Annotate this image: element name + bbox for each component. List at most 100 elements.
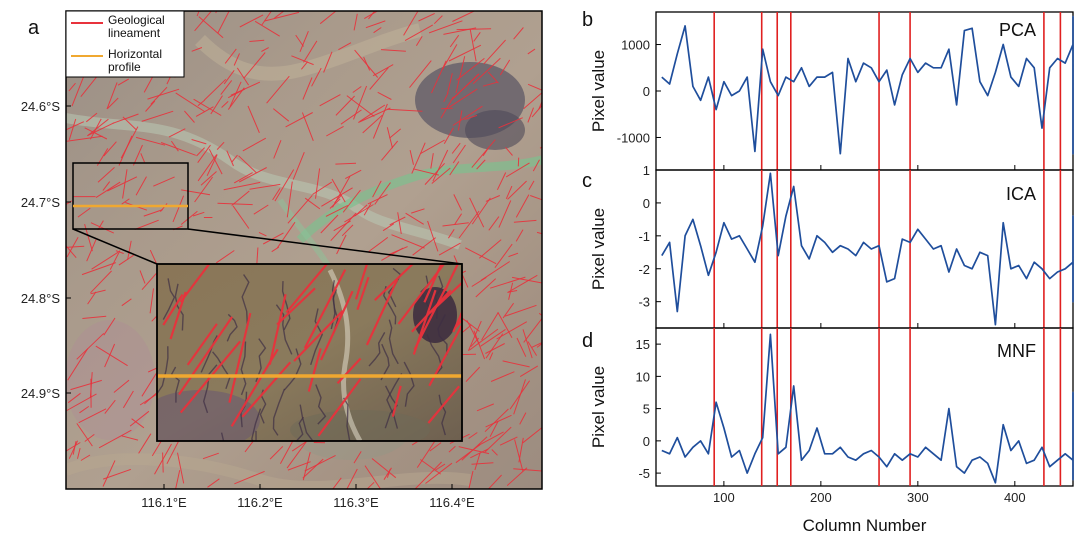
- chart-mnf: -5 0 5 10 15 100 200 300 400 Column Number MNF d Pix…: [582, 327, 1074, 535]
- lineament-segment: [431, 60, 447, 94]
- legend-profile-label-1: Horizontal: [108, 47, 162, 61]
- lineament-segment: [494, 243, 513, 268]
- lineament-segment: [455, 56, 466, 94]
- lineament-segment: [198, 16, 224, 39]
- lineament-segment: [346, 95, 375, 117]
- map-image: Geological lineament Horizontal profile …: [21, 10, 543, 510]
- lineament-segment: [122, 169, 128, 199]
- lineament-segment: [66, 393, 97, 411]
- lineament-segment: [177, 452, 185, 484]
- lineament-segment: [522, 329, 533, 359]
- lineament-segment: [66, 245, 85, 248]
- lineament-segment: [455, 444, 481, 464]
- lineament-segment: [109, 250, 121, 270]
- lineament-segment: [519, 365, 539, 378]
- lineament-segment: [527, 107, 534, 123]
- green-valley: [296, 155, 542, 244]
- lineament-segment: [87, 122, 115, 136]
- lineament-segment: [66, 200, 73, 206]
- lineament-segment: [480, 328, 506, 347]
- drainage-line: [332, 289, 339, 334]
- lineament-segment: [131, 418, 145, 429]
- lineament-segment: [274, 169, 295, 202]
- lineament-segment: [79, 405, 90, 414]
- x-axis-label: Column Number: [803, 516, 927, 535]
- lineament-segment: [135, 176, 147, 196]
- lineament-segment: [85, 112, 98, 123]
- lineament-segment: [66, 245, 77, 259]
- lineament-segment: [196, 11, 200, 17]
- lineament-segment: [223, 70, 235, 85]
- drainage-line: [200, 335, 218, 373]
- lineament-segment: [391, 234, 425, 249]
- lineament-segment: [76, 423, 93, 447]
- lineament-segment: [472, 57, 501, 85]
- lineament-segment: [261, 11, 273, 26]
- lineament-segment: [485, 333, 504, 359]
- drainage-line: [343, 397, 351, 441]
- inset-source-box: [72, 162, 189, 230]
- lineament-segment: [397, 264, 446, 325]
- lineament-segment: [224, 48, 237, 64]
- lineament-segment: [269, 446, 284, 460]
- lineament-segment: [299, 31, 309, 52]
- lineament-segment: [191, 47, 203, 52]
- lineament-segment: [470, 448, 489, 459]
- chart-pca: -1000 0 1000 PCA b Pixel value: [582, 9, 1074, 171]
- lineament-segment: [333, 220, 351, 232]
- lineament-segment: [319, 11, 337, 25]
- drainage-line: [383, 285, 397, 325]
- lineament-segment: [117, 78, 130, 86]
- lineament-segment: [197, 154, 218, 182]
- lineament-segment: [118, 254, 134, 266]
- panel-a-label: a: [28, 17, 40, 39]
- lineament-segment: [515, 194, 530, 218]
- lineament-segment: [507, 274, 538, 294]
- y-tick-label: 5: [643, 402, 650, 417]
- lineament-segment: [304, 454, 336, 472]
- lineament-segment: [496, 172, 507, 191]
- drainage-line: [202, 364, 218, 414]
- panel-label: b: [582, 9, 593, 31]
- lineament-segment: [491, 449, 498, 456]
- x-tick-label: 400: [1004, 490, 1026, 505]
- lineament-segment: [465, 247, 497, 265]
- lineament-segment: [90, 270, 112, 294]
- lineament-segment: [264, 11, 300, 22]
- lineament-segment: [323, 51, 333, 73]
- lineament-segment: [403, 11, 419, 36]
- panel-label: d: [582, 330, 593, 352]
- lineament-segment: [317, 378, 362, 437]
- lineament-segment: [397, 212, 402, 234]
- lineament-segment: [499, 59, 511, 76]
- lineament-segment: [103, 317, 116, 336]
- lineament-layer-inset: [162, 264, 462, 437]
- drainage-line: [162, 278, 176, 320]
- lineament-segment: [104, 399, 116, 414]
- lineament-segment: [468, 432, 478, 439]
- lineament-segment: [365, 20, 386, 29]
- y-axis-label: Pixel value: [589, 208, 608, 290]
- lineament-segment: [291, 55, 314, 66]
- lineament-segment: [175, 470, 181, 489]
- lineament-segment: [372, 180, 382, 198]
- lineament-segment: [216, 250, 235, 264]
- lineament-segment: [150, 86, 168, 105]
- lineament-segment: [215, 11, 218, 14]
- lineament-segment: [387, 246, 408, 256]
- lon-label: 116.4°E: [429, 495, 475, 510]
- lineament-segment: [458, 210, 480, 239]
- lineament-segment: [261, 47, 269, 52]
- lineament-segment: [457, 110, 463, 131]
- lineament-segment: [513, 27, 524, 40]
- lineament-segment: [404, 24, 434, 42]
- lineament-segment: [448, 445, 456, 453]
- lon-label: 116.3°E: [333, 495, 379, 510]
- lineament-segment: [344, 204, 374, 223]
- lineament-segment: [115, 250, 124, 254]
- drainage-line: [220, 432, 225, 441]
- lineament-segment: [363, 203, 372, 216]
- lineament-segment: [506, 467, 528, 486]
- y-tick-label: 10: [636, 369, 650, 384]
- lineament-segment: [372, 103, 388, 139]
